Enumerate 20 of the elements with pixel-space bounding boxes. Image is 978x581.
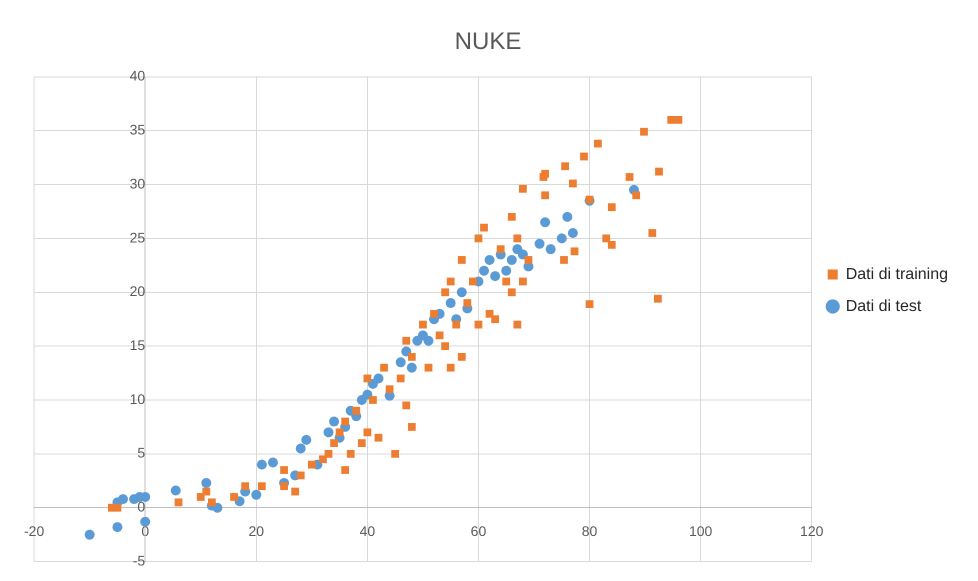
x-tick-label: 120 bbox=[800, 522, 824, 539]
x-tick-label: -20 bbox=[24, 522, 44, 539]
y-tick-label: 30 bbox=[130, 175, 146, 192]
x-tick-label: 20 bbox=[248, 522, 264, 539]
x-tick-label: 40 bbox=[360, 522, 376, 539]
y-tick-label: 5 bbox=[137, 444, 146, 461]
y-tick-label: 40 bbox=[130, 68, 146, 84]
y-tick-label: 0 bbox=[137, 498, 146, 515]
x-tick-label: 80 bbox=[582, 522, 598, 539]
x-tick-label: 100 bbox=[688, 522, 713, 539]
legend-label: Dati di test bbox=[846, 298, 922, 315]
y-tick-label: 20 bbox=[130, 283, 146, 300]
y-tick-label: 25 bbox=[130, 229, 146, 246]
legend-label: Dati di training bbox=[846, 266, 948, 283]
y-tick-label: -5 bbox=[132, 552, 146, 568]
y-tick-label: 10 bbox=[130, 390, 146, 407]
y-tick-label: 15 bbox=[130, 336, 146, 353]
chart-title: NUKE bbox=[454, 28, 522, 56]
x-tick-label: 60 bbox=[470, 522, 486, 539]
y-tick-label: 35 bbox=[130, 122, 146, 138]
